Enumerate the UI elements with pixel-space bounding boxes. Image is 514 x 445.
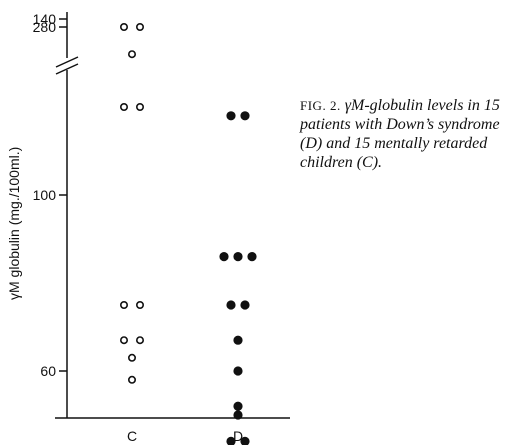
data-point-control	[128, 375, 137, 384]
data-point-down-syndrome	[233, 366, 243, 376]
data-point-control	[128, 353, 137, 362]
y-tick-label: 100	[33, 187, 57, 203]
data-point-down-syndrome	[233, 410, 243, 420]
data-point-control	[120, 336, 129, 345]
data-point-control	[136, 103, 145, 112]
axis-break-mark	[55, 56, 79, 68]
data-point-down-syndrome	[240, 111, 250, 121]
caption-text: γM-globulin levels in 15 patients with D…	[300, 97, 500, 171]
y-tick-label: 140	[33, 11, 57, 27]
caption-figure-label: FIG. 2.	[300, 98, 341, 113]
data-point-down-syndrome	[233, 401, 243, 411]
data-point-control	[136, 22, 145, 31]
data-point-down-syndrome	[233, 335, 243, 345]
axes: 28060100140180CD	[33, 11, 290, 444]
data-point-control	[136, 336, 145, 345]
y-tick-label: 60	[40, 363, 56, 379]
data-point-control	[120, 103, 129, 112]
data-point-control	[120, 300, 129, 309]
data-point-control	[136, 300, 145, 309]
data-point-down-syndrome	[226, 111, 236, 121]
data-point-down-syndrome	[219, 252, 229, 262]
data-point-down-syndrome	[226, 300, 236, 310]
data-points	[120, 22, 257, 445]
x-category-label: D	[233, 428, 243, 444]
data-point-down-syndrome	[247, 252, 257, 262]
y-axis-label: γM globulin (mg./100ml.)	[6, 146, 22, 300]
data-point-down-syndrome	[226, 436, 236, 445]
data-point-control	[120, 22, 129, 31]
y-tick-label: 280	[33, 19, 57, 35]
axis-break-mark	[55, 63, 79, 75]
data-point-down-syndrome	[233, 252, 243, 262]
data-point-control	[128, 50, 137, 59]
x-category-label: C	[127, 428, 137, 444]
data-point-down-syndrome	[240, 300, 250, 310]
figure-caption: FIG. 2. γM-globulin levels in 15 patient…	[300, 96, 514, 172]
data-point-down-syndrome	[240, 436, 250, 445]
